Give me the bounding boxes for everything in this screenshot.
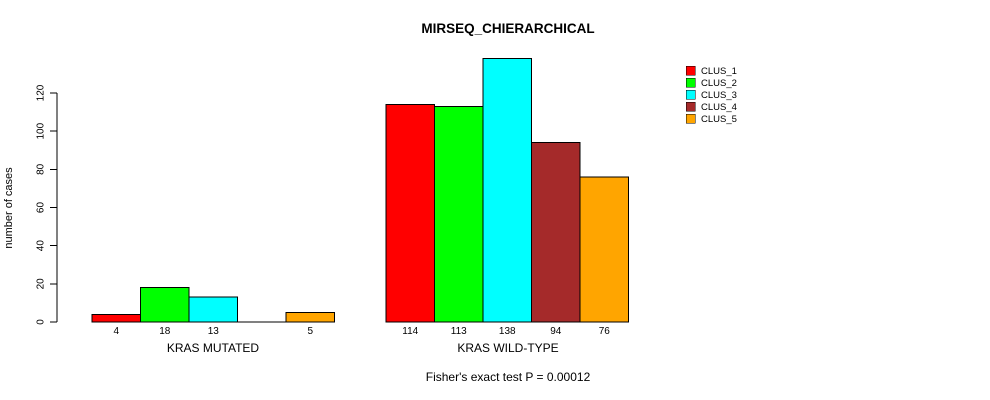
- y-tick-label: 80: [36, 163, 47, 175]
- chart-title: MIRSEQ_CHIERARCHICAL: [421, 21, 594, 36]
- bar-clus_3-kras-wild-type: [482, 58, 532, 323]
- legend-swatch-clus_4: [685, 101, 696, 112]
- y-tick-label: 60: [36, 202, 47, 214]
- y-axis-label: number of cases: [3, 167, 15, 249]
- legend-label-clus_3: CLUS_3: [701, 90, 737, 101]
- bar-clus_1-kras-mutated: [91, 313, 141, 323]
- legend-label-clus_5: CLUS_5: [701, 114, 737, 125]
- bar-value-label: 138: [499, 326, 516, 337]
- bar-value-label: 94: [550, 326, 562, 337]
- legend-label-clus_1: CLUS_1: [701, 66, 737, 77]
- bar-value-label: 5: [307, 326, 313, 337]
- bar-value-label: 18: [159, 326, 171, 337]
- y-tick-label: 20: [36, 278, 47, 290]
- bar-clus_1-kras-wild-type: [385, 103, 435, 323]
- y-axis: 0 20 40 60 80 100 120: [36, 84, 58, 325]
- legend-label-clus_2: CLUS_2: [701, 78, 737, 89]
- bar-clus_4-kras-wild-type: [531, 142, 581, 323]
- bar-clus_2-kras-wild-type: [434, 105, 484, 323]
- bar-clus_5-kras-mutated: [285, 311, 335, 323]
- y-tick-label: 40: [36, 240, 47, 252]
- bar-value-label: 4: [113, 326, 119, 337]
- y-tick-label: 0: [36, 319, 47, 325]
- bar-value-labels: 4 114 18 113 13 138 94 5 76: [113, 326, 610, 337]
- bar-value-label: 13: [208, 326, 220, 337]
- bars-layer: [91, 58, 629, 323]
- group-label-kras-wild-type: KRAS WILD-TYPE: [457, 341, 558, 355]
- bar-value-label: 76: [599, 326, 611, 337]
- y-tick-label: 100: [36, 122, 47, 139]
- legend-label-clus_4: CLUS_4: [701, 102, 737, 113]
- bar-clus_3-kras-mutated: [188, 296, 238, 323]
- bar-value-label: 114: [402, 326, 418, 337]
- fisher-test-note: Fisher's exact test P = 0.00012: [426, 370, 591, 384]
- group-label-kras-mutated: KRAS MUTATED: [167, 341, 260, 355]
- legend-swatch-clus_3: [685, 89, 696, 100]
- bar-clus_2-kras-mutated: [140, 287, 190, 323]
- y-tick-label: 120: [36, 84, 47, 101]
- legend-swatch-clus_1: [685, 65, 696, 76]
- bar-clus_5-kras-wild-type: [579, 176, 629, 323]
- bar-value-label: 113: [451, 326, 467, 337]
- legend-swatch-clus_2: [685, 77, 696, 88]
- legend-swatch-clus_5: [685, 113, 696, 124]
